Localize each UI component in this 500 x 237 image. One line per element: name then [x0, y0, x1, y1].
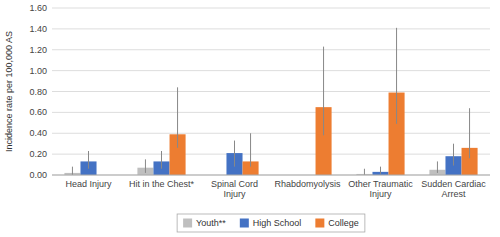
grid-line [52, 91, 490, 92]
error-bar [453, 144, 454, 166]
x-tick-label: Sudden CardiacArrest [421, 179, 486, 199]
grid-line [52, 154, 490, 155]
legend-label: High School [253, 218, 302, 228]
error-bar [161, 151, 162, 169]
y-tick-label: 0.20 [29, 149, 47, 159]
y-tick-label: 1.60 [29, 3, 47, 13]
grid-line [52, 49, 490, 50]
y-tick-label: 0.80 [29, 87, 47, 97]
x-tick-label: Other TraumaticInjury [348, 179, 413, 199]
error-bar [177, 87, 178, 148]
error-bar [72, 167, 73, 175]
error-bar [364, 169, 365, 175]
error-bar [234, 141, 235, 167]
x-axis-line [52, 175, 490, 176]
grid-line [52, 112, 490, 113]
legend-frame [177, 214, 365, 232]
error-bar [396, 28, 397, 124]
grid-line [52, 70, 490, 71]
plot-area [64, 28, 477, 175]
y-tick-label: 0.60 [29, 107, 47, 117]
grid-line [52, 8, 490, 9]
y-tick-label: 1.00 [29, 66, 47, 76]
error-bar [437, 161, 438, 172]
y-tick-label: 0.40 [29, 128, 47, 138]
x-tick-label: Hit in the Chest* [129, 179, 195, 189]
chart: 0.00 0.20 0.40 0.60 0.80 1.00 1.20 1.40 1.60 Inci… [0, 0, 500, 237]
legend-swatch [315, 219, 324, 228]
legend: Youth** High School College [177, 214, 365, 232]
grid [52, 8, 490, 175]
y-tick-label: 1.20 [29, 45, 47, 55]
x-tick-label: Head Injury [65, 179, 112, 189]
error-bar [380, 167, 381, 174]
grid-line [52, 28, 490, 29]
y-axis-label: Incidence rate per 100,000 AS [4, 31, 14, 152]
grid-line [52, 175, 490, 176]
x-tick-label: Rhabdomyolysis [274, 179, 341, 189]
error-bar [250, 133, 251, 166]
y-tick-label: 1.40 [29, 24, 47, 34]
error-bar [88, 151, 89, 169]
grid-line [52, 133, 490, 134]
legend-swatch [183, 219, 192, 228]
y-tick-label: 0.00 [29, 170, 47, 180]
error-bar [469, 108, 470, 158]
error-bar [145, 159, 146, 173]
error-bar [323, 47, 324, 136]
x-tick-label: Spinal CordInjury [211, 179, 258, 199]
legend-swatch [240, 219, 249, 228]
legend-label: Youth** [196, 218, 226, 228]
legend-label: College [328, 218, 359, 228]
